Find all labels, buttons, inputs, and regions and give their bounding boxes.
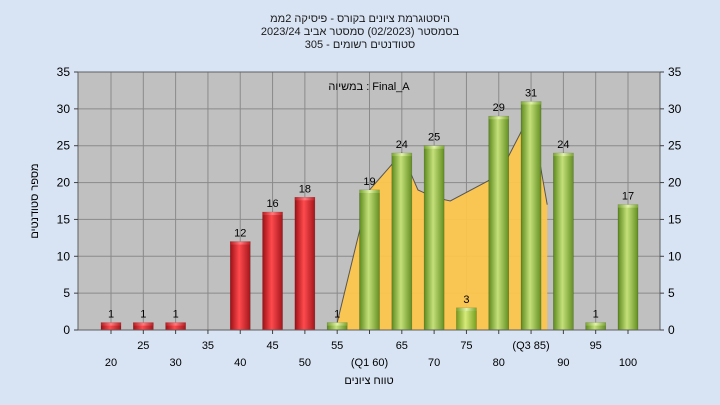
y-tick-label-right: 25 — [668, 139, 682, 153]
bar-highlight — [618, 204, 638, 208]
bar — [488, 115, 510, 331]
bar-value-label: 17 — [622, 191, 634, 203]
bars-group — [100, 101, 639, 331]
x-tick-label: 20 — [105, 357, 117, 369]
x-tick-label: 40 — [234, 357, 246, 369]
x-tick-label: (Q1 60) — [351, 357, 388, 369]
x-tick-label: 90 — [557, 357, 569, 369]
bar — [359, 189, 380, 331]
chart-title: היסטוגרמת ציונים בקורס - פיסיקה 2ממ בסמס… — [261, 13, 460, 51]
bar-highlight — [424, 145, 445, 149]
bar-value-label: 31 — [525, 87, 537, 99]
x-axis: 20 25 30 35 40 45 50 55 (Q1 60) 65 70 75 80 (Q3 85) 90… — [105, 330, 637, 369]
bar — [229, 241, 251, 331]
bar — [294, 197, 316, 331]
bar-value-label: 3 — [463, 294, 469, 306]
chart-annotation: במשיוה : Final_A — [328, 81, 410, 93]
bar — [423, 145, 445, 331]
title-line-1: היסטוגרמת ציונים בקורס - פיסיקה 2ממ — [270, 13, 450, 25]
y-tick-label: 5 — [63, 286, 70, 300]
bar — [520, 101, 542, 331]
bar-highlight — [488, 116, 509, 120]
x-tick-label: 80 — [493, 357, 505, 369]
x-tick-label: 25 — [137, 340, 149, 352]
y-axis-right: 0 5 10 15 20 25 30 35 — [660, 65, 682, 337]
bar-value-label: 24 — [557, 139, 569, 151]
bar-highlight — [553, 153, 574, 157]
bar-highlight — [521, 101, 542, 105]
bar — [553, 152, 574, 331]
bar-highlight — [101, 322, 121, 326]
bar-value-label: 1 — [173, 309, 179, 321]
bar-value-label: 12 — [234, 228, 246, 240]
y-tick-label: 30 — [57, 102, 71, 116]
bar-value-label: 24 — [396, 139, 408, 151]
bar — [262, 211, 283, 331]
bar-value-label: 25 — [428, 132, 440, 144]
x-tick-label: 70 — [428, 357, 440, 369]
bar — [391, 152, 413, 331]
bar-value-label: 1 — [334, 309, 340, 321]
x-axis-label: טווח ציונים — [344, 375, 393, 387]
bar-highlight — [133, 322, 154, 326]
bar-value-label: 1 — [108, 309, 114, 321]
bar-highlight — [262, 212, 283, 216]
bar-highlight — [294, 197, 315, 201]
bar-highlight — [456, 307, 477, 311]
bar-value-label: 29 — [493, 102, 505, 114]
bar-highlight — [165, 322, 186, 326]
y-tick-label: 35 — [57, 65, 71, 79]
x-tick-label: 45 — [266, 340, 278, 352]
y-tick-label-right: 10 — [668, 249, 682, 263]
y-tick-label: 0 — [63, 323, 70, 337]
x-tick-label: 95 — [590, 340, 602, 352]
y-tick-label-right: 35 — [668, 65, 682, 79]
y-axis-left: 0 5 10 15 20 25 30 35 — [57, 65, 78, 337]
bar-highlight — [230, 241, 251, 245]
bar-highlight — [327, 322, 348, 326]
bar-value-label: 1 — [140, 309, 146, 321]
bar-value-label: 1 — [593, 309, 599, 321]
bar-highlight — [359, 189, 380, 193]
x-tick-label: 100 — [619, 357, 637, 369]
x-tick-label: 65 — [396, 340, 408, 352]
y-tick-label: 20 — [57, 176, 71, 190]
x-tick-label: 30 — [170, 357, 182, 369]
y-tick-label: 25 — [57, 139, 71, 153]
title-line-3: 305 - סטודנטים רשומים — [305, 39, 416, 51]
x-tick-label: 50 — [299, 357, 311, 369]
bar-value-label: 19 — [363, 176, 375, 188]
bar — [617, 204, 639, 331]
y-tick-label-right: 15 — [668, 212, 682, 226]
y-tick-label-right: 20 — [668, 176, 682, 190]
x-tick-label: (Q3 85) — [512, 340, 549, 352]
bar-value-label: 16 — [266, 198, 278, 210]
value-labels: 1 1 1 12 16 18 1 19 24 25 3 29 31 24 1 17 — [108, 87, 634, 320]
bar-highlight — [585, 322, 606, 326]
y-axis-label: מספר סטודנטים — [29, 163, 41, 238]
bar-highlight — [391, 153, 412, 157]
y-tick-label-right: 5 — [668, 286, 675, 300]
y-tick-label-right: 0 — [668, 323, 675, 337]
y-tick-label: 15 — [57, 212, 71, 226]
title-line-2: בסמסטר (02/2023) סמסטר אביב 2023/24 — [261, 26, 460, 38]
y-tick-label-right: 30 — [668, 102, 682, 116]
bar-value-label: 18 — [299, 183, 311, 195]
x-tick-label: 55 — [331, 340, 343, 352]
x-tick-label: 75 — [460, 340, 472, 352]
bar — [456, 307, 477, 331]
x-tick-label: 35 — [202, 340, 214, 352]
y-tick-label: 10 — [57, 249, 71, 263]
